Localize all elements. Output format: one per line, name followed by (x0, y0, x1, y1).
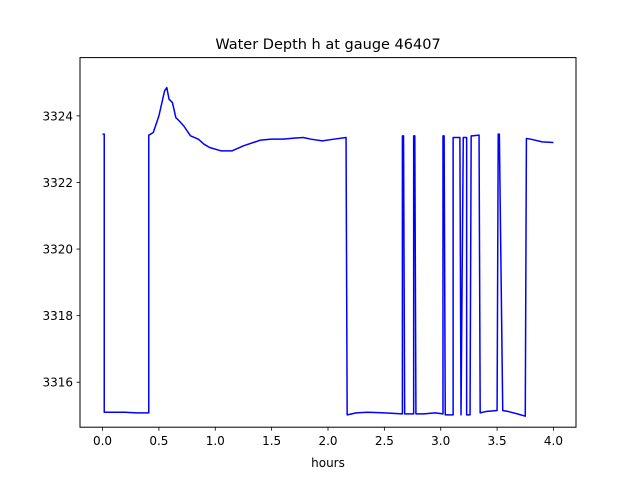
x-tick-label: 4.0 (544, 434, 563, 448)
y-axis: 3316 3318 3320 3322 3324 (42, 109, 80, 390)
x-tick-label: 1.5 (262, 434, 281, 448)
chart-title: Water Depth h at gauge 46407 (215, 37, 440, 53)
series-layer (102, 86, 554, 417)
x-tick-label: 3.5 (488, 434, 507, 448)
x-tick-label: 0.5 (149, 434, 168, 448)
y-tick-label: 3324 (42, 109, 73, 123)
x-axis: 0.0 0.5 1.0 1.5 2.0 2.5 3.0 3.5 4.0 (93, 427, 563, 448)
y-tick-label: 3316 (42, 376, 73, 390)
x-tick-label: 1.0 (206, 434, 225, 448)
series-line-0 (102, 86, 554, 417)
x-tick-label: 0.0 (93, 434, 112, 448)
x-tick-label: 3.0 (431, 434, 450, 448)
x-axis-label: hours (311, 456, 345, 470)
y-tick-label: 3322 (42, 176, 73, 190)
x-tick-label: 2.0 (318, 434, 337, 448)
x-tick-label: 2.5 (375, 434, 394, 448)
y-tick-label: 3320 (42, 243, 73, 257)
y-tick-label: 3318 (42, 309, 73, 323)
